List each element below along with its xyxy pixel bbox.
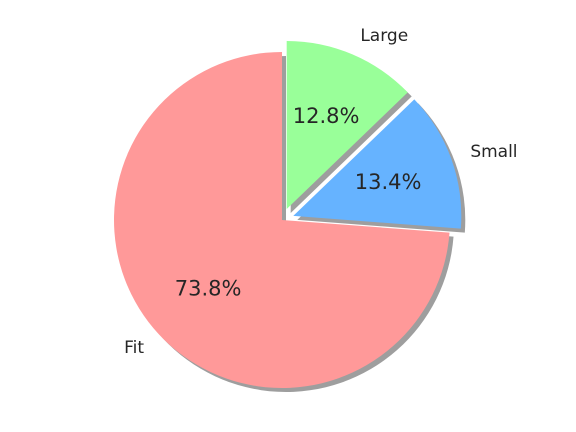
slice-label-fit: Fit — [124, 338, 144, 358]
pie-slice-small — [293, 99, 462, 229]
pie-slice-fit — [114, 52, 450, 389]
slice-label-small: Small — [470, 142, 517, 162]
slice-label-large: Large — [360, 26, 408, 46]
percent-label-fit: 73.8% — [175, 277, 242, 301]
percent-label-large: 12.8% — [293, 104, 360, 128]
pie-slice-large — [286, 40, 408, 209]
label-layer: Fit 73.8% Small 13.4% Large 12.8% — [124, 26, 517, 358]
slice-layer — [114, 40, 462, 389]
percent-label-small: 13.4% — [355, 170, 422, 194]
